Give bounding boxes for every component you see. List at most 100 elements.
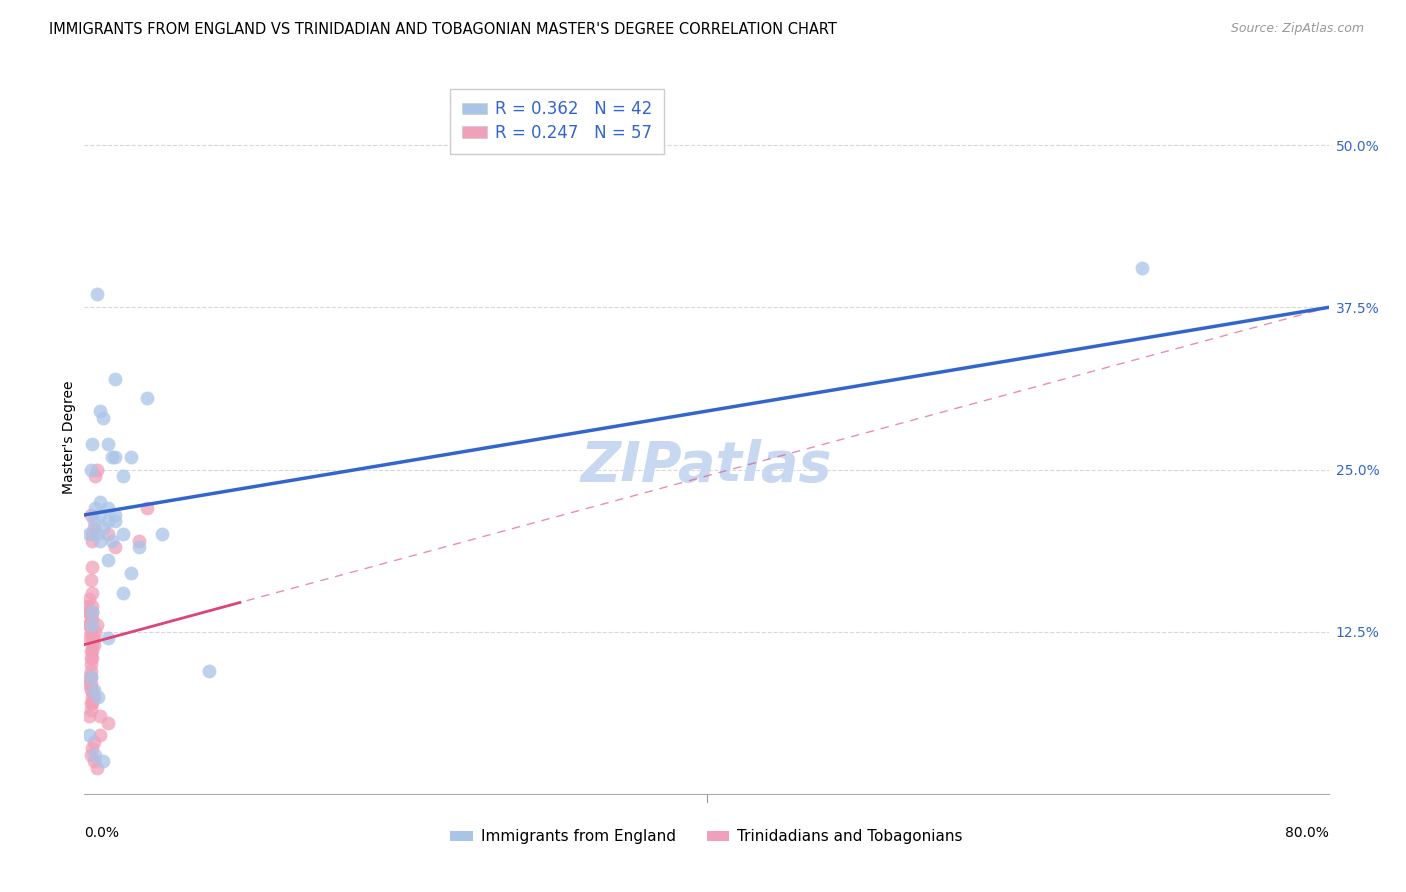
Point (83, 683, 105, 698)
Point (87, 690, 110, 704)
Point (150, 527, 173, 541)
Point (97, 715, 120, 730)
Point (101, 533, 124, 548)
Point (79, 683, 101, 698)
Point (82, 638, 104, 652)
Point (76, 599, 98, 613)
Point (89, 709, 111, 723)
Point (82, 605, 104, 619)
Point (79, 670, 101, 684)
Point (82, 631, 104, 645)
Point (82, 527, 104, 541)
Point (101, 450, 124, 464)
Point (77, 605, 100, 619)
Point (104, 372, 127, 386)
Point (83, 735, 105, 749)
Point (84, 501, 107, 516)
Text: 80.0%: 80.0% (1285, 826, 1329, 840)
Text: Source: ZipAtlas.com: Source: ZipAtlas.com (1230, 22, 1364, 36)
Point (84, 624, 107, 639)
Point (82, 533, 104, 548)
Point (84, 747, 107, 762)
Point (104, 508, 127, 522)
Point (77, 527, 100, 541)
Point (91, 755, 114, 769)
Point (197, 664, 221, 678)
Point (79, 612, 101, 626)
Point (79, 462, 101, 476)
Point (83, 515, 105, 529)
Point (79, 508, 101, 522)
Point (79, 664, 101, 678)
Point (112, 586, 135, 600)
Point (79, 573, 101, 587)
Point (82, 605, 104, 619)
Point (104, 541, 127, 555)
Point (86, 527, 108, 541)
Point (83, 755, 105, 769)
Point (79, 650, 101, 665)
Point (77, 592, 100, 607)
Point (89, 508, 111, 522)
Text: IMMIGRANTS FROM ENGLAND VS TRINIDADIAN AND TOBAGONIAN MASTER'S DEGREE CORRELATIO: IMMIGRANTS FROM ENGLAND VS TRINIDADIAN A… (49, 22, 837, 37)
Point (120, 566, 142, 581)
Point (91, 410, 114, 425)
Point (86, 462, 108, 476)
Point (135, 391, 157, 405)
Point (112, 469, 135, 483)
Point (79, 657, 101, 672)
Point (83, 638, 105, 652)
Point (104, 515, 127, 529)
Point (97, 436, 120, 450)
Point (82, 650, 104, 665)
Text: 0.0%: 0.0% (84, 826, 120, 840)
Point (79, 747, 101, 762)
Point (77, 729, 100, 743)
Point (83, 521, 105, 535)
Point (86, 618, 108, 632)
Point (97, 527, 120, 541)
Point (91, 521, 114, 535)
Point (89, 533, 111, 548)
Y-axis label: Master's Degree: Master's Degree (62, 380, 76, 494)
Point (86, 761, 108, 775)
Point (104, 450, 127, 464)
Point (112, 527, 135, 541)
Point (84, 469, 107, 483)
Point (77, 618, 100, 632)
Point (82, 644, 104, 658)
Point (89, 404, 111, 418)
Point (82, 599, 104, 613)
Point (77, 631, 100, 645)
Point (120, 450, 142, 464)
Point (77, 709, 100, 723)
Point (79, 702, 101, 716)
Point (128, 533, 150, 548)
Point (77, 670, 100, 684)
Point (128, 541, 150, 555)
Point (97, 553, 120, 567)
Point (79, 676, 101, 690)
Point (79, 696, 101, 710)
Legend: Immigrants from England, Trinidadians and Tobagonians: Immigrants from England, Trinidadians an… (444, 823, 969, 850)
Point (89, 495, 111, 509)
Point (79, 644, 101, 658)
Point (97, 501, 120, 516)
Point (1130, 261, 1153, 276)
Point (97, 631, 120, 645)
Point (89, 729, 111, 743)
Text: ZIPatlas: ZIPatlas (581, 439, 832, 492)
Point (83, 631, 105, 645)
Point (77, 676, 100, 690)
Point (77, 605, 100, 619)
Point (86, 287, 108, 301)
Point (82, 741, 104, 756)
Point (82, 690, 104, 704)
Point (82, 559, 104, 574)
Point (82, 618, 104, 632)
Point (79, 670, 101, 684)
Point (82, 612, 104, 626)
Point (79, 624, 101, 639)
Point (77, 618, 100, 632)
Point (83, 690, 105, 704)
